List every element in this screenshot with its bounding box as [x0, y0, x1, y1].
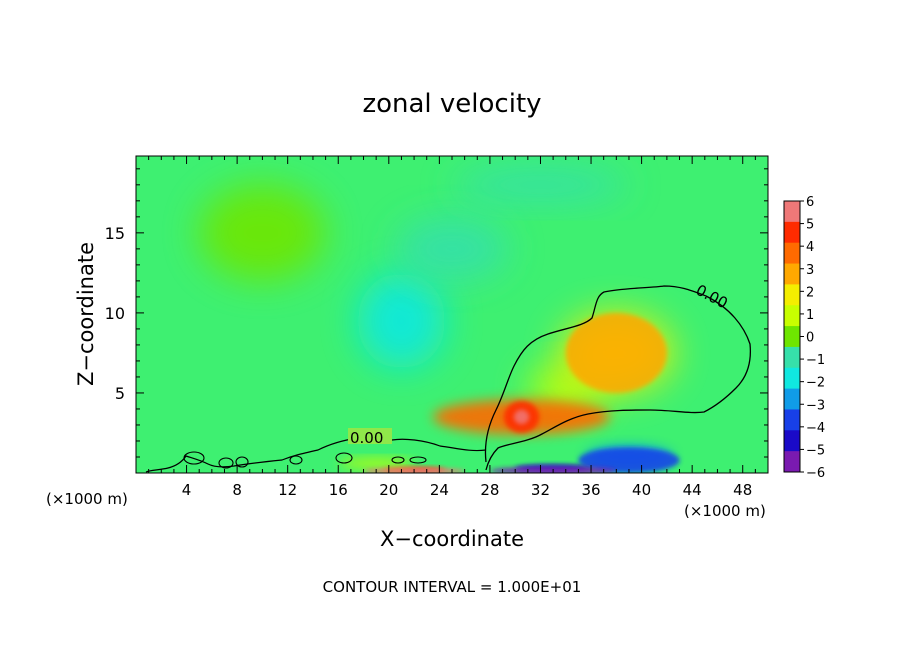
colorbar-tick-label: 4: [806, 240, 814, 255]
zero-contour-lower: [145, 436, 487, 473]
field-feature: [513, 409, 530, 425]
field-feature: [578, 447, 680, 473]
contour-loop: [409, 456, 427, 464]
field-feature: [199, 184, 326, 281]
colorbar-tick-label: −6: [806, 466, 825, 481]
contour-label: 0.00: [350, 429, 383, 447]
colorbar-tick-label: 3: [806, 263, 814, 278]
colorbar-tick-label: 6: [806, 195, 814, 210]
x-axis: 4 8 12 16 20 24 28 32 36 40 44 48: [148, 156, 756, 499]
zero-contour-upper: [484, 285, 752, 471]
field-feature: [451, 167, 629, 203]
colorbar: 6 5 4 3 2 1 0 −1 −2 −3 −4 −5 −6: [783, 195, 825, 481]
y-axis-label: Z−coordinate: [74, 242, 98, 386]
x-tick-label: 8: [232, 481, 242, 499]
x-tick-label: 40: [632, 481, 651, 499]
colorbar-swatch: [784, 326, 800, 348]
colorbar-swatch: [784, 201, 800, 223]
contour-loop: [183, 451, 205, 465]
chart-title: zonal velocity: [362, 89, 541, 119]
colorbar-tick-label: 1: [806, 308, 814, 323]
x-tick-label: 36: [581, 481, 600, 499]
y-axis: 5 10 15: [105, 168, 768, 458]
colorbar-tick-label: −4: [806, 421, 825, 436]
x-axis-label: X−coordinate: [380, 527, 524, 551]
colorbar-swatch: [784, 367, 800, 390]
contour-loop: [391, 456, 405, 464]
contour-interval-note: CONTOUR INTERVAL = 1.000E+01: [323, 578, 582, 596]
colorbar-swatch: [784, 388, 800, 410]
x-tick-label: 44: [683, 481, 702, 499]
colorbar-swatch: [784, 242, 800, 265]
contour-label-bg: [348, 428, 392, 444]
x-tick-label: 32: [531, 481, 550, 499]
colorbar-tick-label: −5: [806, 443, 825, 458]
x-tick-label: 4: [182, 481, 192, 499]
colorbar-swatch: [784, 221, 800, 244]
field-feature: [338, 458, 415, 469]
contour-loop: [218, 457, 234, 469]
y-tick-label: 15: [105, 224, 125, 243]
field-feature: [395, 216, 509, 281]
colorbar-swatch: [784, 346, 800, 369]
colorbar-swatch: [784, 263, 800, 285]
x-tick-label: 28: [480, 481, 499, 499]
colorbar-swatch: [784, 451, 800, 473]
x-tick-label: 16: [329, 481, 348, 499]
contour-loop: [235, 456, 249, 468]
x-unit-left: (×1000 m): [46, 490, 128, 508]
contour-loop: [335, 452, 353, 464]
contour-loop: [289, 455, 303, 465]
x-unit-right: (×1000 m): [684, 502, 766, 520]
colorbar-swatch: [784, 284, 800, 306]
colorbar-tick-label: 0: [806, 331, 814, 346]
colorbar-swatch: [784, 409, 800, 431]
x-tick-label: 48: [733, 481, 752, 499]
colorbar-tick-label: −2: [806, 376, 825, 391]
colorbar-swatch: [784, 305, 800, 327]
plot-field: [136, 156, 768, 473]
field-feature: [357, 272, 446, 369]
colorbar-swatch: [784, 430, 800, 452]
x-tick-label: 24: [430, 481, 449, 499]
y-tick-label: 10: [105, 304, 125, 323]
x-tick-label: 12: [278, 481, 297, 499]
x-tick-label: 20: [379, 481, 398, 499]
colorbar-tick-label: −3: [806, 398, 825, 413]
colorbar-tick-label: −1: [806, 353, 825, 368]
velocity-field: [199, 167, 680, 473]
field-feature: [565, 312, 667, 393]
y-tick-label: 5: [115, 384, 125, 403]
colorbar-tick-label: 5: [806, 218, 814, 233]
colorbar-tick-label: 2: [806, 285, 814, 300]
